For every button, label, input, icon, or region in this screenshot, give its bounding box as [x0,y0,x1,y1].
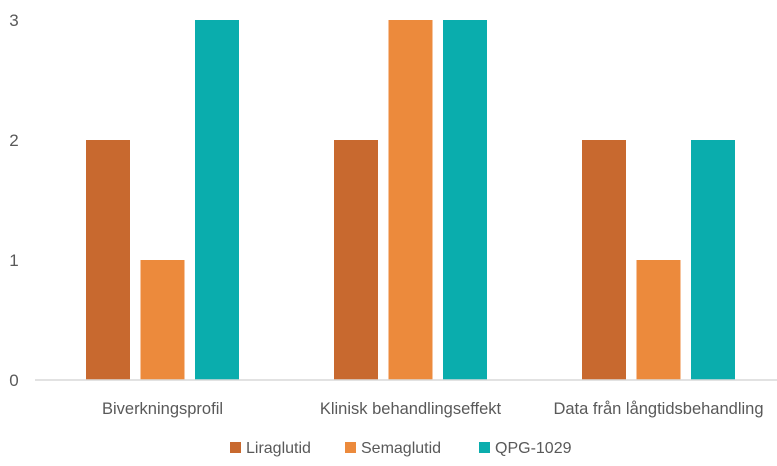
legend-label: Semaglutid [361,440,441,457]
x-axis-labels: Biverkningsprofil Klinisk behandlingseffe… [102,400,764,418]
bar-liraglutid-2 [334,140,378,380]
legend-label: Liraglutid [246,440,311,457]
y-tick-label: 1 [9,251,18,270]
legend-swatch [479,442,490,453]
legend-swatch [345,442,356,453]
y-axis-ticks: 0 1 2 3 [9,11,18,390]
bar-liraglutid-3 [582,140,626,380]
y-tick-label: 2 [9,131,18,150]
bars [86,20,735,380]
bar-qpg-1029-2 [443,20,487,380]
x-tick-label: Klinisk behandlingseffekt [320,400,502,418]
legend-label: QPG-1029 [495,440,572,457]
bar-semaglutid-2 [388,20,433,380]
bar-liraglutid-1 [86,140,130,380]
bar-qpg-1029-1 [195,20,239,380]
bar-semaglutid-3 [636,260,681,380]
y-tick-label: 0 [9,371,18,390]
y-tick-label: 3 [9,11,18,30]
x-tick-label: Data från långtidsbehandling [553,400,763,418]
legend-swatch [230,442,241,453]
legend: Liraglutid Semaglutid QPG-1029 [230,440,572,457]
bar-qpg-1029-3 [691,140,735,380]
bar-semaglutid-1 [140,260,185,380]
x-tick-label: Biverkningsprofil [102,400,223,418]
